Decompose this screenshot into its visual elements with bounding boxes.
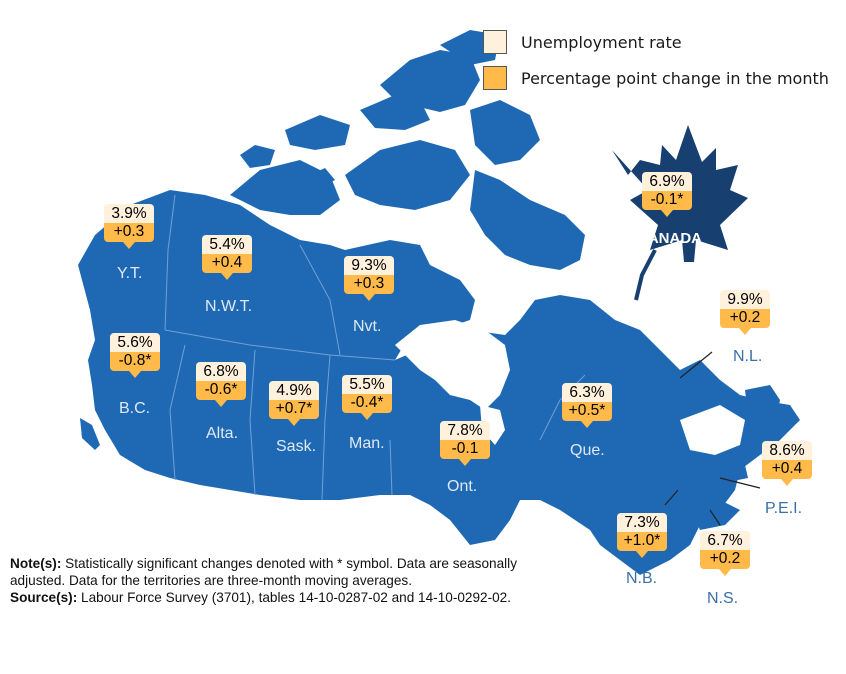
- label-man: Man.: [349, 435, 385, 452]
- legend-rate: Unemployment rate: [483, 30, 682, 54]
- james-bay: [480, 405, 505, 445]
- label-nwt: N.W.T.: [205, 298, 253, 315]
- badge-bc: 5.6% -0.8*: [110, 333, 160, 378]
- rate-value: 6.8%: [196, 362, 246, 381]
- rate-value: 8.6%: [762, 441, 812, 460]
- rate-value: 6.9%: [642, 172, 692, 191]
- badge-nl: 9.9% +0.2: [720, 290, 770, 335]
- rate-value: 3.9%: [104, 204, 154, 223]
- source-line: Source(s): Labour Force Survey (3701), t…: [10, 589, 530, 606]
- change-value: +0.4: [202, 254, 252, 280]
- change-value: +0.2: [700, 550, 750, 576]
- badge-sask: 4.9% +0.7*: [269, 381, 319, 426]
- change-value: -0.6*: [196, 381, 246, 407]
- label-nb: N.B.: [626, 570, 658, 587]
- rate-value: 7.8%: [440, 421, 490, 440]
- change-value: -0.8*: [110, 352, 160, 378]
- label-bc: B.C.: [119, 400, 151, 417]
- label-pei: P.E.I.: [765, 500, 803, 517]
- rate-value: 7.3%: [617, 513, 667, 532]
- legend-rate-label: Unemployment rate: [521, 32, 682, 52]
- rate-value: 5.6%: [110, 333, 160, 352]
- badge-pei: 8.6% +0.4: [762, 441, 812, 486]
- label-nvt: Nvt.: [353, 318, 382, 335]
- rate-value: 4.9%: [269, 381, 319, 400]
- label-ont: Ont.: [447, 478, 478, 495]
- label-nl: N.L.: [733, 348, 763, 365]
- rate-value: 6.7%: [700, 531, 750, 550]
- label-canada: CANADA: [637, 230, 702, 247]
- label-que: Que.: [570, 442, 605, 459]
- maple-leaf-stem: [634, 249, 657, 301]
- change-value: -0.1: [440, 440, 490, 466]
- source-text: Labour Force Survey (3701), tables 14-10…: [81, 590, 512, 605]
- change-value: +0.2: [720, 309, 770, 335]
- label-alta: Alta.: [206, 425, 239, 442]
- badge-ns: 6.7% +0.2: [700, 531, 750, 576]
- change-value: +0.3: [104, 223, 154, 249]
- change-value: +0.5*: [562, 402, 612, 428]
- source-label: Source(s):: [10, 590, 78, 605]
- badge-que: 6.3% +0.5*: [562, 383, 612, 428]
- label-yt: Y.T.: [117, 265, 143, 282]
- rate-value: 9.3%: [344, 256, 394, 275]
- change-value: +0.7*: [269, 400, 319, 426]
- legend-change-swatch: [483, 66, 507, 90]
- badge-alta: 6.8% -0.6*: [196, 362, 246, 407]
- notes-block: Note(s): Statistically significant chang…: [10, 555, 530, 606]
- note-line: Note(s): Statistically significant chang…: [10, 555, 530, 589]
- legend-rate-swatch: [483, 30, 507, 54]
- badge-canada: 6.9% -0.1*: [642, 172, 692, 217]
- badge-man: 5.5% -0.4*: [342, 375, 392, 420]
- badge-nb: 7.3% +1.0*: [617, 513, 667, 558]
- hudson-bay: [395, 320, 510, 410]
- note-label: Note(s):: [10, 556, 62, 571]
- badge-yt: 3.9% +0.3: [104, 204, 154, 249]
- badge-ont: 7.8% -0.1: [440, 421, 490, 466]
- map-landmass: [78, 30, 800, 575]
- legend-change: Percentage point change in the month: [483, 66, 829, 90]
- rate-value: 9.9%: [720, 290, 770, 309]
- label-ns: N.S.: [707, 590, 739, 607]
- change-value: +1.0*: [617, 532, 667, 558]
- note-text: Statistically significant changes denote…: [10, 556, 517, 588]
- rate-value: 5.5%: [342, 375, 392, 394]
- badge-nvt: 9.3% +0.3: [344, 256, 394, 301]
- rate-value: 6.3%: [562, 383, 612, 402]
- change-value: +0.4: [762, 460, 812, 486]
- label-sask: Sask.: [276, 438, 317, 455]
- badge-nwt: 5.4% +0.4: [202, 235, 252, 280]
- change-value: +0.3: [344, 275, 394, 301]
- pointer-lines: [664, 351, 761, 526]
- gulf-st-lawrence: [680, 405, 745, 455]
- change-value: -0.4*: [342, 394, 392, 420]
- rate-value: 5.4%: [202, 235, 252, 254]
- legend-change-label: Percentage point change in the month: [521, 68, 829, 88]
- change-value: -0.1*: [642, 191, 692, 217]
